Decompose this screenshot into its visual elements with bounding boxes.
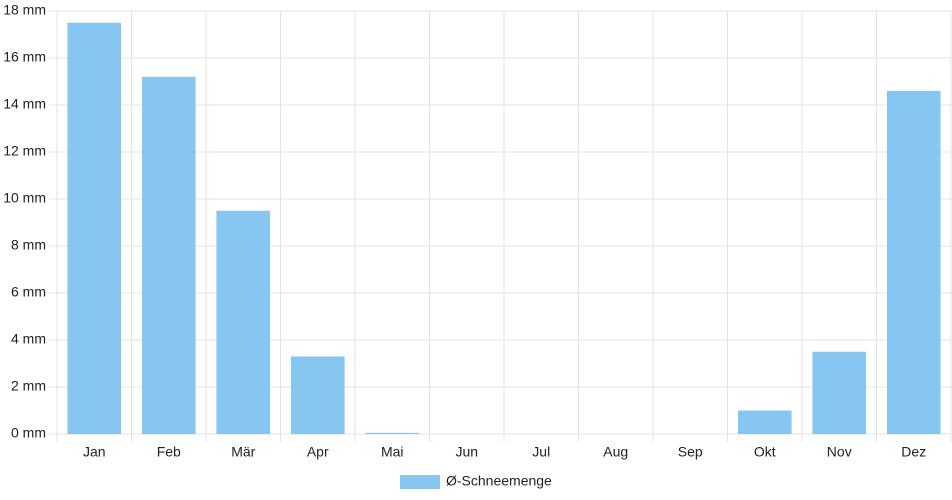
x-tick-label: Nov	[827, 444, 852, 460]
y-tick-label: 0 mm	[11, 425, 46, 441]
y-tick-label: 12 mm	[3, 143, 46, 159]
bar	[886, 90, 941, 435]
x-tick-label: Feb	[157, 444, 181, 460]
y-tick-label: 16 mm	[3, 49, 46, 65]
bar	[67, 22, 122, 434]
y-tick-label: 2 mm	[11, 378, 46, 394]
bar	[737, 410, 792, 434]
legend-swatch	[400, 475, 440, 489]
x-tick-label: Jul	[532, 444, 550, 460]
x-tick-label: Aug	[603, 444, 628, 460]
bar	[216, 210, 271, 434]
x-tick-label: Mai	[381, 444, 404, 460]
y-tick-label: 18 mm	[3, 2, 46, 18]
bar	[812, 351, 867, 434]
bar	[365, 432, 420, 434]
bar	[290, 356, 345, 434]
x-tick-label: Okt	[754, 444, 776, 460]
bar	[141, 76, 196, 435]
legend-label: Ø-Schneemenge	[446, 473, 552, 489]
y-tick-label: 14 mm	[3, 96, 46, 112]
x-tick-label: Mär	[231, 444, 255, 460]
x-tick-label: Jan	[83, 444, 106, 460]
y-tick-label: 8 mm	[11, 237, 46, 253]
x-tick-label: Sep	[678, 444, 703, 460]
y-tick-label: 4 mm	[11, 331, 46, 347]
x-tick-label: Jun	[455, 444, 478, 460]
y-tick-label: 10 mm	[3, 190, 46, 206]
x-tick-label: Apr	[307, 444, 329, 460]
x-tick-label: Dez	[901, 444, 926, 460]
y-tick-label: 6 mm	[11, 284, 46, 300]
